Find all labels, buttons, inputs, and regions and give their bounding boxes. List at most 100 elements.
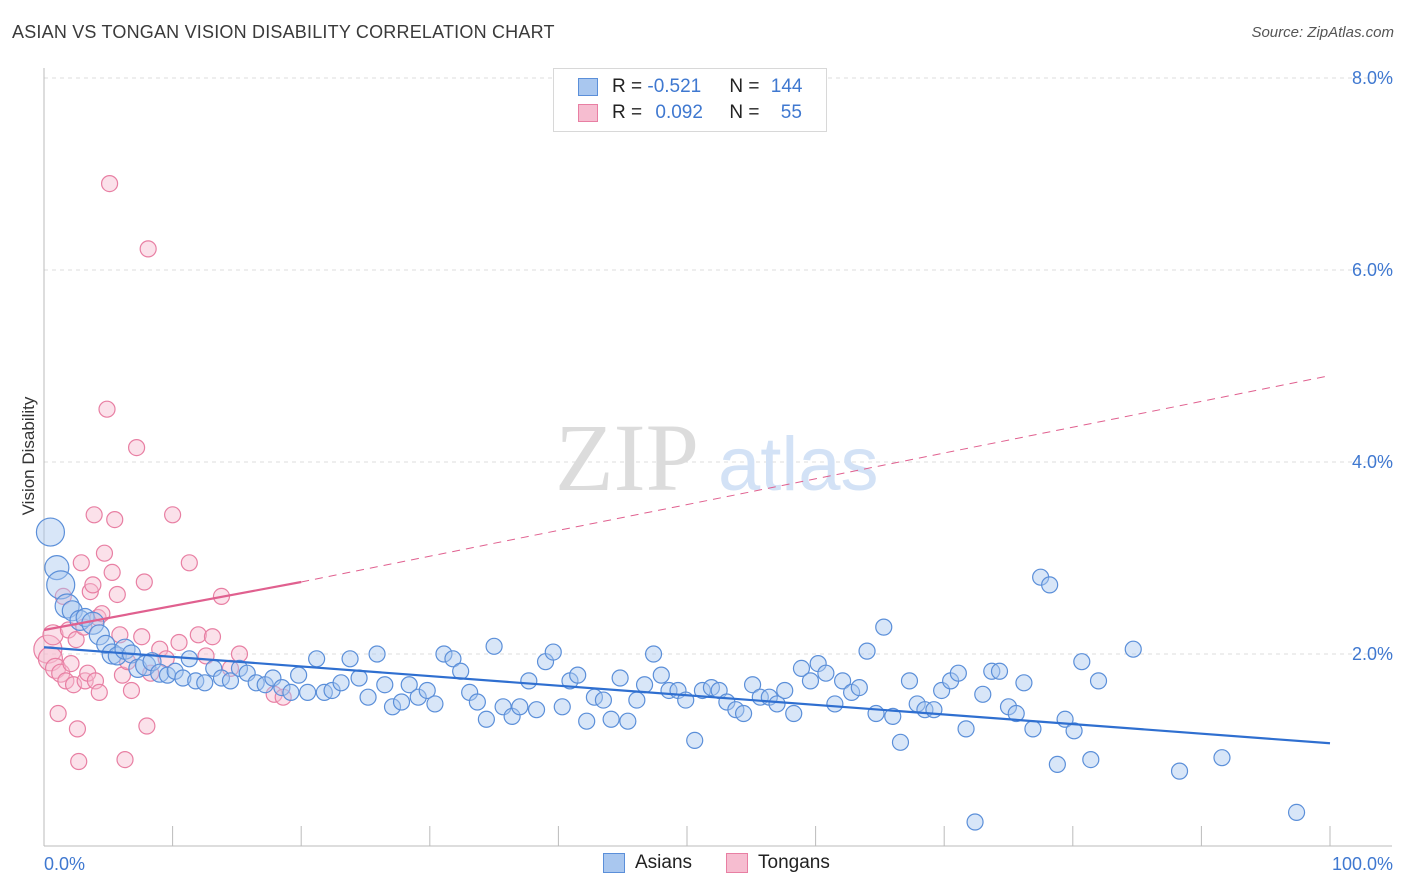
legend-row-asians: R = -0.521 N = 144 xyxy=(578,75,802,99)
asian-point xyxy=(826,695,844,713)
legend-r-label-asians: R = xyxy=(612,76,648,97)
asian-point xyxy=(900,672,919,690)
asian-point xyxy=(426,695,444,713)
tongan-point xyxy=(90,683,108,702)
legend-r-value-tongans: 0.092 xyxy=(655,102,703,123)
chart-title: ASIAN VS TONGAN VISION DISABILITY CORREL… xyxy=(12,22,555,42)
asian-point xyxy=(308,650,326,668)
asian-point xyxy=(925,701,943,719)
tongan-point xyxy=(106,510,124,529)
watermark: ZIP atlas xyxy=(555,404,879,511)
asian-point xyxy=(1065,722,1083,740)
asian-point xyxy=(1048,755,1066,774)
asian-point xyxy=(392,693,411,711)
asian-point xyxy=(578,712,596,730)
tongan-point xyxy=(98,400,116,418)
tongan-point xyxy=(139,240,157,258)
tongan-point xyxy=(203,628,222,646)
tongan-point xyxy=(189,626,207,644)
asian-point xyxy=(1213,749,1231,767)
legend-box: R = -0.521 N = 144 R = 0.092 N = 55 xyxy=(553,68,827,132)
tongan-trend-extension xyxy=(301,375,1331,583)
asian-point xyxy=(1287,803,1306,822)
asian-point xyxy=(1041,576,1059,594)
tongan-trend-line xyxy=(43,580,302,632)
y-axis-label: Vision Disability xyxy=(19,396,38,515)
tongan-point xyxy=(100,175,119,193)
asian-point xyxy=(569,666,587,684)
tongan-point xyxy=(85,506,103,524)
asian-point xyxy=(957,720,975,738)
x-tick-label-min: 0.0% xyxy=(44,854,85,874)
tongan-point xyxy=(230,645,249,663)
asian-point xyxy=(221,672,240,690)
asian-point xyxy=(949,664,967,682)
tongan-point xyxy=(49,704,67,723)
asian-point xyxy=(891,733,910,751)
asian-point xyxy=(686,731,704,750)
asian-point xyxy=(418,681,436,700)
tongan-point xyxy=(84,576,102,594)
asian-point xyxy=(990,662,1009,680)
tongan-point xyxy=(138,717,156,735)
asian-point xyxy=(273,678,291,697)
asian-point xyxy=(376,676,394,694)
legend-row-tongans: R = 0.092 N = 55 xyxy=(578,101,802,125)
asian-point xyxy=(850,678,868,697)
asian-point xyxy=(350,669,368,687)
y-tick-label: 6.0% xyxy=(1352,260,1393,280)
tongan-point xyxy=(116,750,134,769)
asian-point xyxy=(776,681,794,700)
tongan-point xyxy=(170,633,188,652)
bottom-legend-tongans: Tongans xyxy=(726,852,830,874)
bottom-legend-asians: Asians xyxy=(603,852,692,874)
bottom-legend-swatch-tongans xyxy=(726,853,748,873)
asian-point xyxy=(174,669,192,687)
asian-point xyxy=(290,666,308,684)
asian-point xyxy=(54,593,80,619)
tongan-point xyxy=(135,573,153,591)
asian-point xyxy=(435,645,453,663)
asian-point xyxy=(858,642,876,660)
tongan-point xyxy=(133,628,151,646)
asian-point xyxy=(35,517,66,547)
asian-point xyxy=(553,698,571,716)
tongan-point xyxy=(122,681,141,700)
axes xyxy=(43,68,1392,847)
tongan-point xyxy=(108,585,126,604)
asian-point xyxy=(468,693,486,711)
asian-point xyxy=(544,643,562,661)
tongan-point xyxy=(164,506,182,524)
trend-lines xyxy=(43,375,1331,745)
asian-point xyxy=(88,624,110,646)
asian-point xyxy=(44,554,70,581)
asian-point xyxy=(817,664,835,682)
asian-point xyxy=(332,674,350,692)
tongan-point xyxy=(180,554,198,572)
asian-point xyxy=(1073,653,1091,671)
tongan-point xyxy=(95,544,114,562)
legend-n-label-asians: N = xyxy=(729,76,765,97)
asian-point xyxy=(611,669,629,687)
asian-point xyxy=(299,683,317,702)
asian-point xyxy=(142,652,162,672)
asian-point xyxy=(785,704,803,723)
asian-point xyxy=(884,707,902,726)
asian-point xyxy=(1015,674,1033,692)
x-tick-label-max: 100.0% xyxy=(1332,854,1393,874)
asian-point xyxy=(511,698,529,716)
asian-point xyxy=(383,698,402,716)
bottom-legend-swatch-asians xyxy=(603,853,625,873)
x-ticks xyxy=(43,826,1331,846)
asian-point xyxy=(1089,672,1108,690)
y-tick-label: 2.0% xyxy=(1352,644,1393,664)
asian-point xyxy=(477,710,495,728)
source-label: Source: ZipAtlas.com xyxy=(1251,24,1394,41)
tongan-point xyxy=(44,657,67,680)
tongan-point xyxy=(67,630,85,649)
tongan-point xyxy=(62,654,80,673)
asian-point xyxy=(743,676,762,694)
asian-point xyxy=(727,701,745,719)
series-asians xyxy=(35,517,1306,831)
asian-point xyxy=(359,688,377,706)
